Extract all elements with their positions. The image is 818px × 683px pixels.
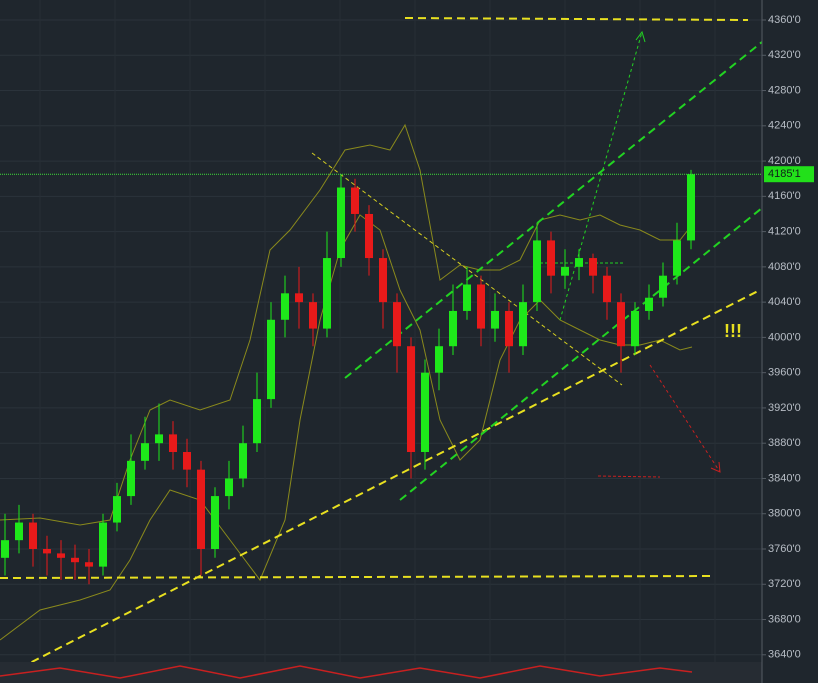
candle-body bbox=[309, 302, 317, 329]
candle-body bbox=[505, 310, 513, 347]
y-tick-label: 4320'0 bbox=[768, 49, 801, 61]
candle-body bbox=[617, 302, 625, 347]
candle-body bbox=[379, 258, 387, 303]
candle-body bbox=[15, 522, 23, 541]
annotation: !!! bbox=[724, 321, 742, 341]
y-tick-label: 4080'0 bbox=[768, 261, 801, 273]
y-tick-label: 4160'0 bbox=[768, 190, 801, 202]
candle-body bbox=[533, 240, 541, 303]
candle-body bbox=[687, 174, 695, 241]
candle-body bbox=[575, 258, 583, 267]
candle-body bbox=[29, 522, 37, 549]
indicator-line bbox=[0, 665, 693, 679]
candle-body bbox=[603, 275, 611, 303]
candle-body bbox=[155, 434, 163, 444]
candle-body bbox=[435, 346, 443, 373]
y-tick-label: 4240'0 bbox=[768, 120, 801, 132]
drawings bbox=[0, 17, 763, 669]
candle-body bbox=[99, 522, 107, 567]
y-tick-label: 3800'0 bbox=[768, 508, 801, 520]
candle-body bbox=[113, 496, 121, 523]
candle-body bbox=[1, 540, 9, 558]
candles bbox=[1, 169, 695, 585]
last-price-box bbox=[764, 166, 814, 183]
y-tick-label: 4280'0 bbox=[768, 84, 801, 96]
candle-body bbox=[491, 310, 499, 329]
candle-body bbox=[127, 460, 135, 497]
y-tick-label: 4360'0 bbox=[768, 14, 801, 26]
candle-body bbox=[197, 469, 205, 549]
candle-body bbox=[267, 319, 275, 400]
candle-body bbox=[449, 310, 457, 347]
candle-body bbox=[407, 346, 415, 453]
candle-body bbox=[561, 266, 569, 276]
candle-body bbox=[393, 302, 401, 347]
candle-body bbox=[463, 284, 471, 311]
candle-body bbox=[295, 293, 303, 303]
y-tick-label: 3760'0 bbox=[768, 543, 801, 555]
y-tick-label: 4120'0 bbox=[768, 226, 801, 238]
candle-body bbox=[365, 213, 373, 259]
y-tick-label: 3920'0 bbox=[768, 402, 801, 414]
y-tick-label: 3960'0 bbox=[768, 367, 801, 379]
candle-body bbox=[225, 478, 233, 497]
candle-body bbox=[337, 187, 345, 259]
candle-body bbox=[71, 557, 79, 563]
y-tick-label: 3880'0 bbox=[768, 437, 801, 449]
y-tick-label: 3680'0 bbox=[768, 613, 801, 625]
y-tick-label: 4000'0 bbox=[768, 331, 801, 343]
candle-body bbox=[211, 496, 219, 549]
candle-body bbox=[85, 562, 93, 567]
candle-body bbox=[477, 284, 485, 329]
y-tick-label: 3840'0 bbox=[768, 472, 801, 484]
candle-body bbox=[421, 372, 429, 453]
candle-body bbox=[673, 240, 681, 276]
candle-body bbox=[519, 302, 527, 347]
candle-body bbox=[659, 275, 667, 298]
candle-body bbox=[323, 258, 331, 329]
candle-body bbox=[239, 443, 247, 479]
y-tick-label: 4200'0 bbox=[768, 155, 801, 167]
candle-body bbox=[547, 240, 555, 276]
candle-body bbox=[183, 452, 191, 470]
candle-body bbox=[589, 258, 597, 276]
candle-body bbox=[281, 293, 289, 320]
candle-body bbox=[631, 310, 639, 347]
y-tick-label: 3640'0 bbox=[768, 649, 801, 661]
candle-body bbox=[169, 434, 177, 453]
candle-body bbox=[645, 297, 653, 311]
candle-body bbox=[43, 548, 51, 554]
candle-body bbox=[57, 553, 65, 558]
y-tick-label: 4040'0 bbox=[768, 296, 801, 308]
y-tick-label: 3720'0 bbox=[768, 578, 801, 590]
last-price-label: 4185'1 bbox=[768, 168, 801, 180]
indicator-strip bbox=[0, 662, 762, 683]
candle-body bbox=[141, 443, 149, 461]
candle-body bbox=[253, 399, 261, 444]
candle-body bbox=[351, 187, 359, 214]
